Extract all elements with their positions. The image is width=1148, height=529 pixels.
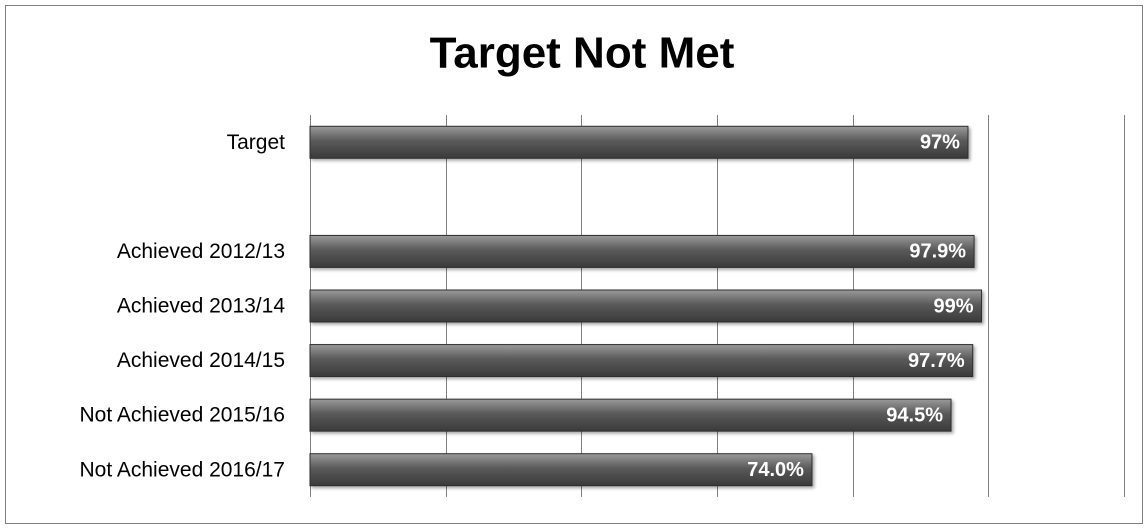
category-label: Not Achieved 2015/16	[80, 404, 286, 427]
bar	[309, 344, 974, 378]
category-label: Not Achieved 2016/17	[80, 458, 286, 481]
category-label: Achieved 2014/15	[117, 349, 285, 372]
bar	[309, 125, 969, 159]
category-label: Achieved 2012/13	[117, 240, 285, 263]
bar	[309, 234, 975, 268]
value-label: 97.7%	[908, 350, 965, 372]
value-label: 94.5%	[886, 404, 943, 426]
value-label: 74.0%	[747, 459, 804, 481]
value-label: 97%	[920, 132, 960, 154]
category-label: Achieved 2013/14	[117, 295, 285, 318]
bar	[309, 289, 983, 323]
value-label: 99%	[934, 295, 974, 317]
bar	[309, 453, 813, 487]
bar	[309, 398, 952, 432]
category-label: Target	[227, 131, 286, 154]
chart-title: Target Not Met	[430, 29, 735, 78]
value-label: 97.9%	[909, 241, 966, 263]
